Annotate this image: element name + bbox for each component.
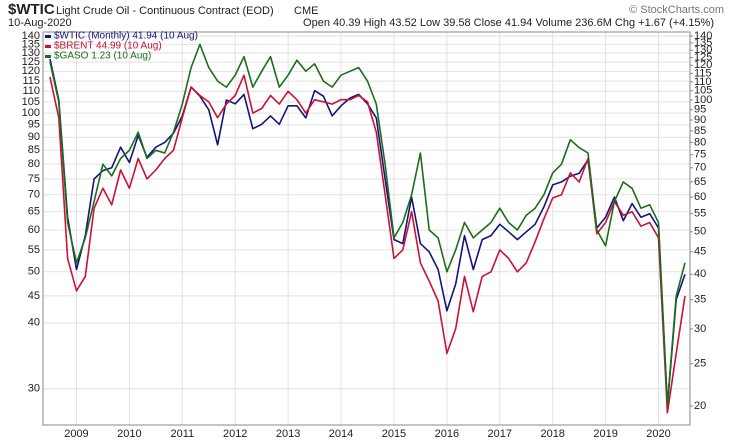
y2-tick-label: 45 (694, 246, 706, 258)
y-tick-label: 70 (28, 189, 40, 201)
x-tick-label: 2020 (646, 428, 670, 440)
y-tick-label: 120 (22, 65, 40, 77)
legend-label: $WTIC (Monthly) 41.94 (10 Aug) (54, 31, 198, 42)
chart-title: Light Crude Oil - Continuous Contract (E… (56, 5, 274, 17)
x-tick-label: 2016 (435, 428, 459, 440)
y2-tick-label: 135 (694, 37, 712, 49)
y-tick-label: 90 (28, 131, 40, 143)
y2-tick-label: 55 (694, 208, 706, 220)
symbol: $WTIC (8, 1, 55, 18)
series-line (49, 58, 686, 407)
y-tick-label: 55 (28, 244, 40, 256)
y2-tick-label: 40 (694, 268, 706, 280)
x-tick-label: 2013 (276, 428, 300, 440)
y-tick-label: 95 (28, 119, 40, 131)
date: 10-Aug-2020 (8, 17, 72, 29)
plot-frame (42, 31, 691, 426)
quote: Open 40.39 High 43.52 Low 39.58 Close 41… (303, 17, 714, 29)
credit: © StockCharts.com (629, 4, 724, 16)
y2-tick-label: 130 (694, 44, 712, 56)
legend-swatch (45, 35, 51, 38)
y2-tick-label: 75 (694, 149, 706, 161)
y-tick-label: 60 (28, 224, 40, 236)
y-tick-label: 80 (28, 158, 40, 170)
y2-tick-label: 35 (694, 294, 706, 306)
y2-tick-label: 25 (694, 357, 706, 369)
y2-tick-label: 60 (694, 191, 706, 203)
y-tick-label: 30 (28, 383, 40, 395)
y-tick-label: 100 (22, 107, 40, 119)
x-tick-label: 2012 (223, 428, 247, 440)
y-tick-label: 140 (22, 30, 40, 42)
y2-tick-label: 20 (694, 400, 706, 412)
x-tick-label: 2018 (540, 428, 564, 440)
y-tick-label: 105 (22, 96, 40, 108)
y2-tick-label: 100 (694, 94, 712, 106)
x-tick-label: 2010 (117, 428, 141, 440)
x-tick-label: 2014 (329, 428, 353, 440)
y-tick-label: 50 (28, 266, 40, 278)
y-tick-label: 65 (28, 206, 40, 218)
exchange: CME (294, 5, 318, 17)
x-tick-label: 2017 (488, 428, 512, 440)
series-line (49, 43, 686, 406)
y2-tick-label: 30 (694, 323, 706, 335)
x-tick-label: 2015 (382, 428, 406, 440)
y2-tick-label: 110 (694, 76, 712, 88)
y2-tick-label: 70 (694, 162, 706, 174)
y-tick-label: 85 (28, 144, 40, 156)
x-tick-label: 2019 (593, 428, 617, 440)
x-tick-label: 2011 (170, 428, 194, 440)
y2-tick-label: 50 (694, 226, 706, 238)
y-tick-label: 115 (22, 75, 40, 87)
y-tick-label: 45 (28, 290, 40, 302)
x-tick-label: 2009 (64, 428, 88, 440)
legend-swatch (45, 45, 51, 48)
y2-tick-label: 105 (694, 85, 712, 97)
y-tick-label: 135 (22, 38, 40, 50)
y2-tick-label: 65 (694, 176, 706, 188)
legend-label: $BRENT 44.99 (10 Aug) (54, 41, 162, 52)
y2-tick-label: 115 (694, 67, 712, 79)
y2-tick-label: 140 (694, 30, 712, 42)
legend-swatch (45, 55, 51, 58)
y2-tick-label: 80 (694, 136, 706, 148)
y-tick-label: 110 (22, 85, 40, 97)
y2-tick-label: 90 (694, 114, 706, 126)
y-tick-label: 130 (22, 47, 40, 59)
y2-tick-label: 125 (694, 51, 712, 63)
y-tick-label: 40 (28, 317, 40, 329)
series-line (49, 74, 686, 414)
y2-tick-label: 95 (694, 104, 706, 116)
y2-tick-label: 85 (694, 125, 706, 137)
y-tick-label: 75 (28, 173, 40, 185)
legend-label: $GASO 1.23 (10 Aug) (54, 51, 151, 62)
y2-tick-label: 120 (694, 59, 712, 71)
y-tick-label: 125 (22, 56, 40, 68)
